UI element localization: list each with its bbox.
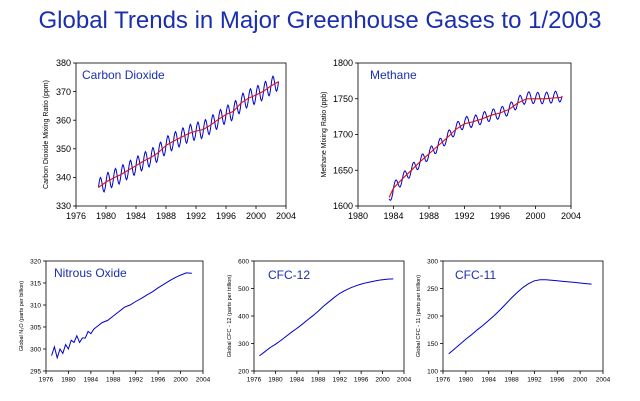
x-tick-label: 2004: [561, 211, 581, 221]
x-tick-label: 2000: [375, 377, 390, 384]
x-tick-label: 1988: [504, 377, 519, 384]
y-tick-label: 370: [56, 87, 71, 97]
y-tick-label: 1800: [333, 58, 353, 68]
y-tick-label: 1750: [333, 94, 353, 104]
y-tick-label: 200: [427, 313, 438, 320]
y-tick-label: 1650: [333, 165, 353, 175]
y-axis-label: Global N₂O (parts per billion): [19, 281, 25, 351]
page-title: Global Trends in Major Greenhouse Gases …: [38, 7, 602, 34]
x-tick-label: 1996: [550, 377, 565, 384]
y-tick-label: 300: [30, 346, 41, 353]
x-tick-label: 1980: [96, 211, 116, 221]
y-tick-label: 400: [238, 313, 249, 320]
x-tick-label: 1984: [481, 377, 496, 384]
x-tick-label: 1992: [527, 377, 542, 384]
x-tick-label: 1996: [354, 377, 369, 384]
y-tick-label: 300: [238, 341, 249, 348]
y-axis-label: Carbon Dioxide Mixing Ratio (ppm): [43, 80, 50, 189]
y-axis-label: Global CFC - 12 (parts per trillion): [227, 275, 233, 358]
x-tick-label: 2004: [397, 377, 412, 384]
x-tick-label: 1992: [454, 211, 474, 221]
plot-frame: [45, 260, 204, 372]
y-tick-label: 310: [30, 302, 41, 309]
x-tick-label: 1984: [84, 377, 99, 384]
x-tick-label: 2004: [596, 377, 611, 384]
x-tick-label: 1992: [186, 211, 206, 221]
x-tick-label: 1988: [311, 377, 326, 384]
x-tick-label: 2000: [173, 377, 188, 384]
y-tick-label: 200: [238, 368, 249, 375]
x-tick-label: 2000: [525, 211, 545, 221]
trend-line: [98, 81, 279, 188]
panel-title: Nitrous Oxide: [54, 266, 127, 280]
y-tick-label: 1700: [333, 130, 353, 140]
y-tick-label: 360: [56, 115, 71, 125]
y-tick-label: 1600: [333, 201, 353, 211]
x-tick-label: 1980: [348, 211, 368, 221]
y-tick-label: 300: [427, 258, 438, 265]
x-tick-label: 1976: [66, 211, 86, 221]
x-tick-label: 1996: [216, 211, 236, 221]
panel-title: CFC-11: [455, 268, 496, 282]
panel-title: Carbon Dioxide: [82, 68, 165, 82]
x-tick-label: 1980: [268, 377, 283, 384]
y-tick-label: 500: [238, 286, 249, 293]
x-tick-label: 1980: [61, 377, 76, 384]
panel-title: Methane: [370, 68, 417, 82]
x-tick-label: 1992: [332, 377, 347, 384]
x-tick-label: 1984: [290, 377, 305, 384]
panel-title: CFC-12: [268, 268, 310, 282]
y-tick-label: 100: [427, 368, 438, 375]
y-tick-label: 250: [427, 286, 438, 293]
y-tick-label: 330: [56, 201, 71, 211]
y-tick-label: 315: [30, 280, 41, 287]
x-tick-label: 1988: [106, 377, 121, 384]
x-tick-label: 2000: [246, 211, 266, 221]
x-tick-label: 1988: [419, 211, 439, 221]
y-axis-label: Global CFC - 11 (parts per trillion): [416, 275, 422, 357]
x-tick-label: 1976: [39, 377, 54, 384]
x-tick-label: 1996: [490, 211, 510, 221]
x-tick-label: 1992: [128, 377, 143, 384]
x-tick-label: 1976: [436, 377, 451, 384]
y-tick-label: 320: [30, 258, 41, 265]
data-line: [448, 279, 592, 355]
y-tick-label: 350: [56, 144, 71, 154]
x-tick-label: 1984: [383, 211, 403, 221]
x-tick-label: 1996: [151, 377, 166, 384]
y-tick-label: 340: [56, 173, 71, 183]
data-line: [51, 272, 192, 360]
y-tick-label: 600: [238, 258, 249, 265]
x-tick-label: 1976: [247, 377, 262, 384]
y-tick-label: 150: [427, 341, 438, 348]
y-tick-label: 295: [30, 368, 41, 375]
y-tick-label: 305: [30, 324, 41, 331]
y-tick-label: 380: [56, 58, 71, 68]
plot-frame: [75, 62, 287, 207]
y-axis-label: Methane Mixing Ratio (ppb): [321, 92, 328, 178]
trend-line: [388, 96, 563, 198]
x-tick-label: 2004: [196, 377, 211, 384]
data-line: [259, 278, 394, 357]
x-tick-label: 1988: [156, 211, 176, 221]
x-tick-label: 1980: [459, 377, 474, 384]
x-tick-label: 2004: [276, 211, 296, 221]
x-tick-label: 2000: [573, 377, 588, 384]
x-tick-label: 1984: [126, 211, 146, 221]
